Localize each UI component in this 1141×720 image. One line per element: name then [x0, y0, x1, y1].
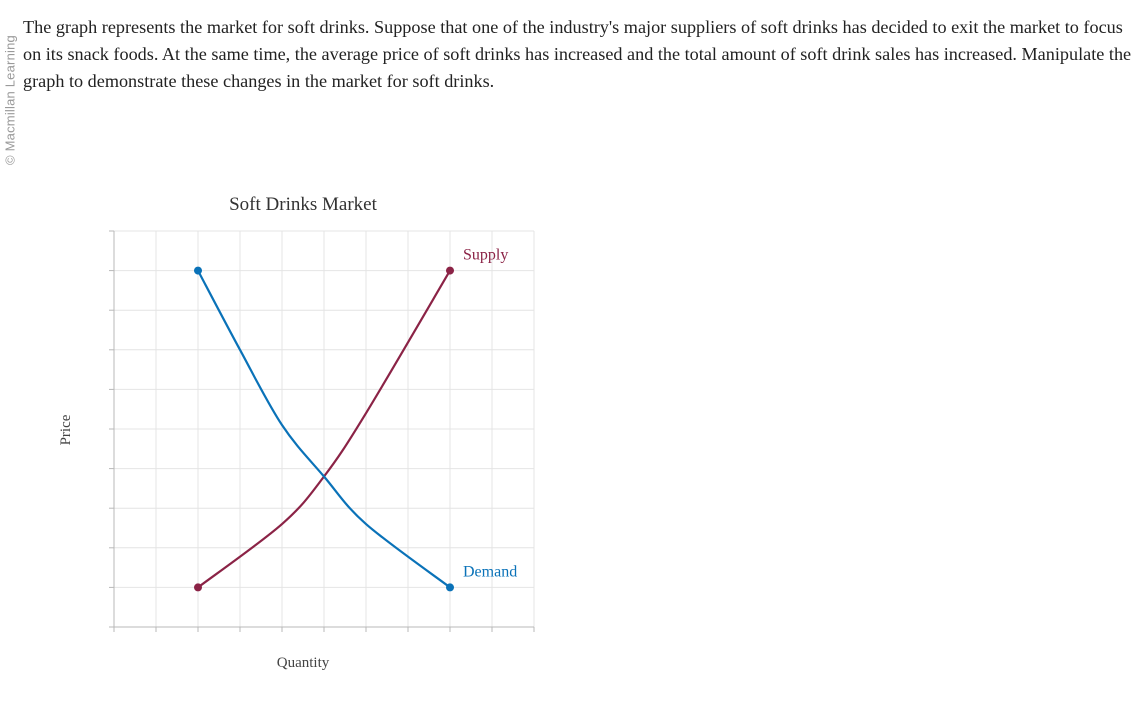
watermark-text: © Macmillan Learning — [2, 35, 18, 165]
supply-label: Supply — [463, 247, 508, 264]
supply-end-handle[interactable] — [446, 266, 454, 275]
chart-series-labels: Supply Demand — [463, 247, 517, 581]
supply-start-handle[interactable] — [194, 583, 202, 592]
question-text: The graph represents the market for soft… — [23, 17, 1132, 91]
chart-curves[interactable] — [197, 270, 451, 589]
chart-axes — [109, 230, 535, 632]
demand-label: Demand — [463, 563, 517, 580]
supply-curve[interactable] — [197, 270, 451, 589]
soft-drinks-market-chart[interactable]: Soft Drinks Market Supply Demand Price Qu… — [0, 170, 560, 690]
chart-points[interactable] — [194, 266, 454, 592]
demand-start-handle[interactable] — [194, 266, 202, 275]
demand-curve[interactable] — [197, 270, 451, 589]
demand-end-handle[interactable] — [446, 583, 454, 592]
y-axis-label: Price — [58, 414, 74, 445]
chart-title: Soft Drinks Market — [229, 194, 377, 215]
x-axis-label: Quantity — [277, 655, 330, 671]
